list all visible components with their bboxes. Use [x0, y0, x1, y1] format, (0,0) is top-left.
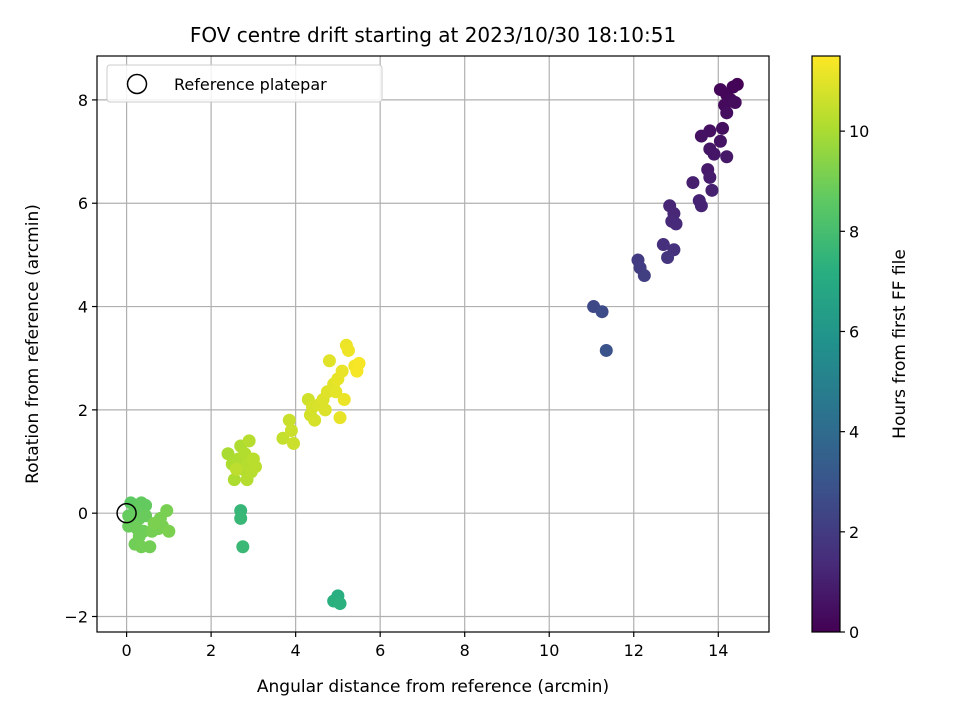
data-point — [221, 447, 235, 461]
data-point — [694, 199, 708, 213]
data-point — [308, 413, 322, 427]
data-point — [637, 269, 651, 283]
colorbar-label: Hours from first FF file — [890, 249, 910, 439]
x-axis-ticks: 0 2 4 6 8 10 12 14 — [121, 632, 728, 660]
data-point — [329, 385, 343, 399]
data-point — [713, 83, 727, 97]
data-point — [705, 183, 719, 197]
colorbar-tick-label: 6 — [849, 322, 859, 341]
data-point — [139, 509, 153, 523]
data-point — [716, 121, 730, 135]
legend-marker-icon — [126, 73, 148, 95]
x-tick-label: 14 — [708, 641, 728, 660]
data-point — [333, 411, 347, 425]
data-point — [341, 343, 355, 357]
data-point — [352, 356, 366, 370]
data-point — [147, 517, 161, 531]
colorbar-tick-label: 2 — [849, 523, 859, 542]
plot-frame — [96, 55, 770, 633]
colorbar-tick-label: 10 — [849, 122, 869, 141]
data-point — [242, 434, 256, 448]
data-point — [694, 129, 708, 143]
y-tick-label: 4 — [78, 298, 88, 317]
legend-entry-reference: Reference platepar — [174, 75, 327, 94]
colorbar-tick-label: 8 — [849, 222, 859, 241]
y-tick-label: 2 — [78, 401, 88, 420]
data-point — [335, 364, 349, 378]
x-tick-label: 8 — [460, 641, 470, 660]
data-point — [656, 238, 670, 252]
chart-title: FOV centre drift starting at 2023/10/30 … — [190, 23, 676, 47]
data-point — [162, 524, 176, 538]
data-point — [720, 150, 734, 164]
y-tick-label: −2 — [64, 608, 88, 627]
data-point — [229, 462, 243, 476]
y-tick-label: 8 — [78, 91, 88, 110]
x-tick-label: 10 — [539, 641, 559, 660]
data-point — [318, 403, 332, 417]
data-point — [703, 170, 717, 184]
x-tick-label: 2 — [206, 641, 216, 660]
data-point — [707, 147, 721, 161]
data-point — [160, 504, 174, 518]
reference-platepar-marker — [116, 502, 137, 524]
data-point — [669, 217, 683, 231]
data-point — [337, 393, 351, 407]
x-axis-label: Angular distance from reference (arcmin) — [257, 677, 609, 697]
x-tick-label: 12 — [624, 641, 644, 660]
colorbar-ticks: 0 2 4 6 8 10 — [840, 122, 869, 642]
data-point — [599, 343, 613, 357]
data-point — [595, 305, 609, 319]
legend-box — [106, 64, 383, 103]
colorbar-tick-label: 4 — [849, 423, 859, 442]
y-tick-label: 6 — [78, 194, 88, 213]
reference-marker-group — [116, 502, 137, 524]
data-point — [236, 540, 250, 554]
y-tick-label: 0 — [78, 504, 88, 523]
data-point — [139, 498, 153, 512]
data-point — [333, 597, 347, 611]
data-point — [322, 354, 336, 368]
data-point — [713, 134, 727, 148]
data-point — [143, 540, 157, 554]
colorbar-tick-label: 0 — [849, 623, 859, 642]
data-point — [248, 460, 262, 474]
data-point — [282, 413, 296, 427]
scatter-points — [122, 77, 744, 611]
colorbar: 0 2 4 6 8 10 Hours from first FF file — [811, 55, 910, 642]
data-point — [686, 176, 700, 190]
y-axis-ticks: −2 0 2 4 6 8 — [64, 91, 97, 627]
data-point — [276, 431, 290, 445]
data-point — [227, 473, 241, 487]
colorbar-gradient — [811, 55, 841, 633]
data-point — [284, 424, 298, 438]
data-point — [661, 250, 675, 264]
y-axis-label: Rotation from reference (arcmin) — [23, 204, 43, 484]
x-tick-label: 4 — [291, 641, 301, 660]
data-point — [234, 511, 248, 525]
data-point — [720, 106, 734, 120]
data-point — [287, 436, 301, 450]
x-tick-label: 0 — [121, 641, 131, 660]
legend: Reference platepar — [106, 64, 383, 103]
x-tick-label: 6 — [375, 641, 385, 660]
data-point — [728, 95, 742, 109]
